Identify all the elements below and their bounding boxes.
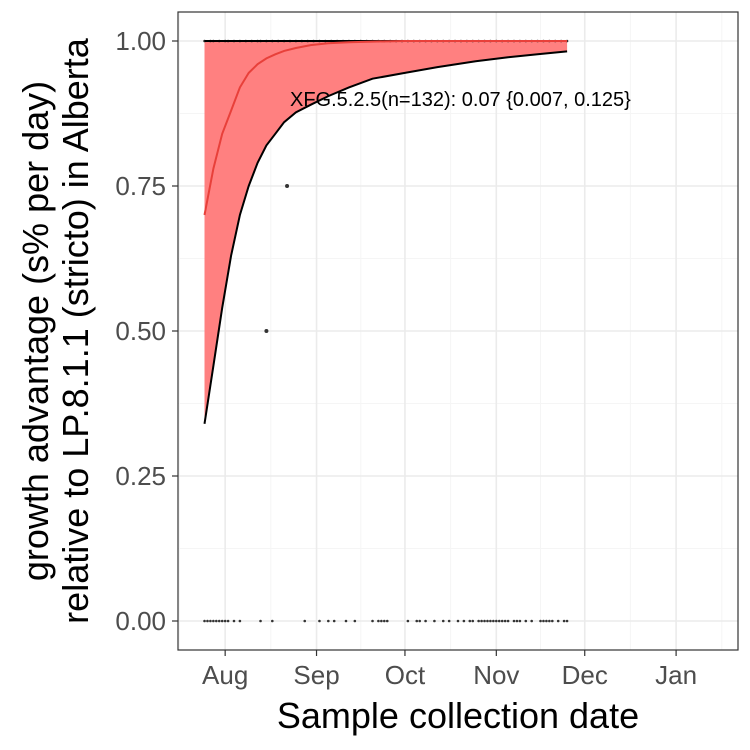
y-tick-label: 0.50 xyxy=(115,316,166,346)
data-point xyxy=(441,619,445,623)
data-point xyxy=(344,619,348,623)
data-point xyxy=(217,619,221,623)
data-point xyxy=(424,619,427,623)
data-point xyxy=(238,619,242,623)
data-point xyxy=(285,184,290,188)
data-point xyxy=(489,619,492,623)
data-point xyxy=(492,619,495,623)
data-point xyxy=(456,619,460,623)
data-point xyxy=(497,619,501,623)
data-point xyxy=(477,619,480,623)
data-point xyxy=(530,619,533,623)
data-point xyxy=(433,619,436,623)
data-point xyxy=(518,619,522,623)
x-axis-title: Sample collection date xyxy=(277,695,639,736)
x-tick-label: Jan xyxy=(655,660,697,690)
confidence-ribbon-layer xyxy=(204,41,568,424)
y-axis-title-line-2: relative to LP.8.1.1 (stricto) in Albert… xyxy=(55,37,96,624)
data-point xyxy=(220,619,224,623)
data-point xyxy=(562,619,566,623)
data-point xyxy=(226,619,230,623)
x-tick-label: Oct xyxy=(385,660,426,690)
data-point xyxy=(377,619,380,623)
data-point xyxy=(327,619,330,623)
data-point xyxy=(415,619,419,623)
data-point xyxy=(264,329,269,333)
fit-line xyxy=(203,40,568,216)
x-tick-label: Dec xyxy=(562,660,608,690)
confidence-ribbon xyxy=(204,41,568,424)
axes-layer: 0.00 0.25 0.50 0.75 1.00 Aug Sep Oct Nov Dec Jan xyxy=(115,26,697,690)
data-point xyxy=(385,619,389,623)
data-point xyxy=(486,619,489,623)
data-point xyxy=(380,619,383,623)
data-point xyxy=(462,619,466,623)
data-point xyxy=(232,619,236,623)
data-point xyxy=(515,619,519,623)
y-axis-title-line-1: growth advantage (s% per day) xyxy=(15,81,56,581)
data-point xyxy=(503,619,507,623)
y-tick-label: 0.25 xyxy=(115,461,166,491)
data-point xyxy=(332,619,336,623)
data-point xyxy=(406,619,410,623)
data-point xyxy=(556,619,560,623)
x-tick-label: Sep xyxy=(293,660,339,690)
data-point xyxy=(468,619,472,623)
data-point xyxy=(271,619,274,623)
data-point xyxy=(215,619,218,623)
data-point xyxy=(545,619,548,623)
data-point xyxy=(471,619,475,623)
data-point xyxy=(551,619,554,623)
y-tick-label: 0.75 xyxy=(115,171,166,201)
data-point xyxy=(506,619,510,623)
data-point xyxy=(318,619,321,623)
data-point xyxy=(447,619,451,623)
data-point xyxy=(483,619,486,623)
data-point xyxy=(512,619,516,623)
data-point xyxy=(539,619,542,623)
data-point xyxy=(500,619,504,623)
data-point xyxy=(203,619,206,623)
data-point xyxy=(223,619,227,623)
data-point xyxy=(542,619,545,623)
lower-bound-line xyxy=(203,50,568,424)
data-point xyxy=(212,619,215,623)
variant-annotation: XFG.5.2.5(n=132): 0.07 {0.007, 0.125} xyxy=(290,89,631,111)
y-tick-label: 0.00 xyxy=(115,606,166,636)
x-tick-label: Aug xyxy=(202,660,248,690)
data-point xyxy=(206,619,209,623)
data-point xyxy=(480,619,483,623)
data-point xyxy=(524,619,528,623)
data-point xyxy=(495,619,498,623)
fit-lines-layer xyxy=(203,40,568,424)
data-point xyxy=(353,619,357,623)
data-point xyxy=(418,619,421,623)
data-point xyxy=(371,619,374,623)
data-point xyxy=(209,619,212,623)
y-tick-label: 1.00 xyxy=(115,26,166,56)
x-tick-label: Nov xyxy=(473,660,519,690)
data-point xyxy=(259,619,262,623)
data-point xyxy=(383,619,386,623)
data-point xyxy=(303,619,307,623)
data-point xyxy=(548,619,551,623)
data-point xyxy=(565,619,569,623)
